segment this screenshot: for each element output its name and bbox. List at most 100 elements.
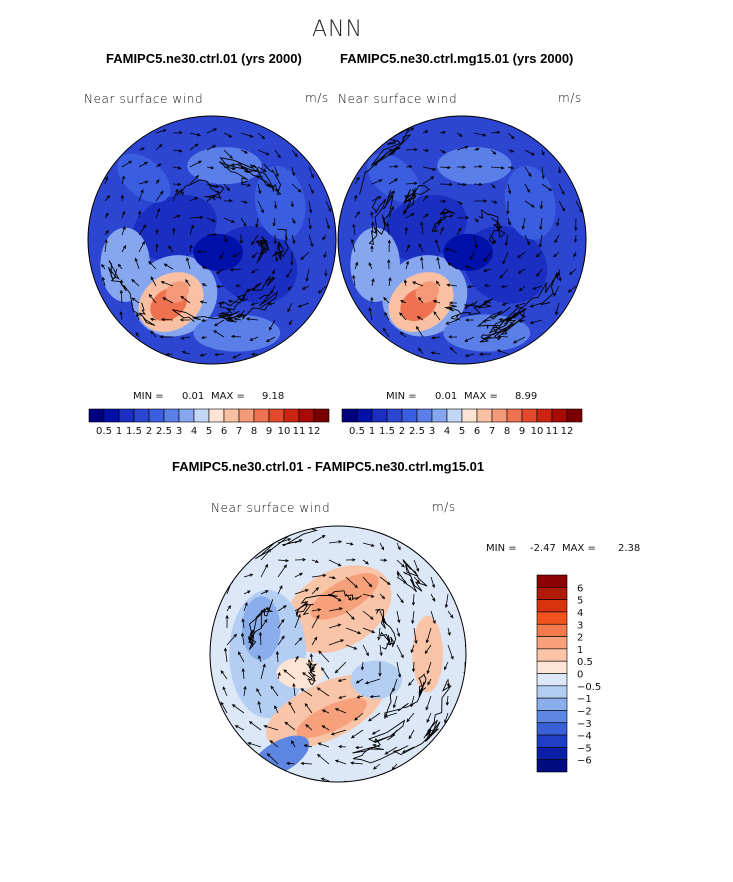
panel1-wind-arrow bbox=[286, 268, 293, 279]
panel2-coastline bbox=[431, 208, 456, 233]
panel2-wind-arrow bbox=[484, 336, 492, 340]
panel2-colorbar-tick-label: 5 bbox=[459, 426, 465, 437]
panel1-wind-arrow bbox=[268, 302, 276, 306]
panel2-wind-arrow bbox=[470, 251, 475, 261]
panel1-wind-arrow bbox=[117, 263, 123, 270]
panel3-wind-arrow bbox=[413, 576, 421, 584]
panel3-wind-arrow bbox=[311, 636, 318, 646]
panel3-colorbar-swatch bbox=[536, 648, 568, 662]
panel3-wind-arrow bbox=[334, 759, 347, 765]
panel1-wind-arrow bbox=[189, 197, 199, 202]
panel1-wind-arrow bbox=[229, 268, 242, 272]
panel3-colorbar-tick-label: −3 bbox=[577, 719, 592, 730]
panel2-wind-arrow bbox=[388, 277, 392, 287]
panel1-wind-arrow bbox=[325, 217, 330, 230]
panel3-wind-arrow bbox=[260, 663, 266, 680]
panel1-wind-arrow bbox=[269, 319, 276, 331]
panel2-wind-arrow bbox=[490, 183, 496, 189]
panel1-colorbar-tick-label: 10 bbox=[278, 426, 291, 437]
panel1-colorbar-swatch bbox=[238, 408, 255, 423]
panel2-colorbar-swatch bbox=[506, 408, 523, 423]
panel3-wind-arrow bbox=[345, 627, 362, 635]
panel3-title: FAMIPC5.ne30.ctrl.01 - FAMIPC5.ne30.ctrl… bbox=[172, 459, 485, 474]
panel3-wind-arrow bbox=[225, 614, 229, 629]
panel1-colorbar-swatch bbox=[313, 408, 330, 423]
panel3-colorbar: 6 543 210.5 0−0.5−1−2 −3−4−5 −6 bbox=[536, 574, 601, 773]
panel1-coastline bbox=[271, 228, 289, 261]
panel2-wind-arrow bbox=[574, 217, 578, 232]
panel3-wind-arrow bbox=[345, 610, 355, 620]
panel1-colorbar-swatch bbox=[253, 408, 270, 423]
panel2-wind-arrow bbox=[473, 132, 487, 137]
panel3-colorbar-swatch bbox=[536, 623, 568, 637]
panel1-wind-arrow bbox=[251, 251, 259, 259]
panel1-contour-patch bbox=[193, 233, 243, 271]
panel3-wind-arrow bbox=[338, 695, 347, 699]
panel2-coastline bbox=[402, 185, 431, 215]
panel1-wind-arrow bbox=[160, 317, 174, 322]
panel2-colorbar-swatch bbox=[386, 408, 403, 423]
panel3-wind-arrow bbox=[294, 637, 303, 646]
panel1-wind-arrow bbox=[216, 268, 225, 274]
panel3-wind-arrow bbox=[277, 558, 290, 563]
panel3-colorbar-swatch bbox=[536, 574, 568, 588]
panel3-wind-vectors bbox=[220, 535, 466, 782]
panel1-wind-arrow bbox=[159, 335, 174, 339]
panel2-wind-arrow bbox=[541, 166, 545, 180]
panel1-wind-arrow bbox=[217, 301, 225, 305]
panel1-wind-arrow bbox=[322, 234, 327, 241]
panel2-wind-arrow bbox=[521, 217, 526, 230]
panel2-wind-arrow bbox=[554, 234, 560, 244]
panel2-colorbar-tick-label: 3 bbox=[429, 426, 435, 437]
panel1-wind-arrow bbox=[101, 263, 106, 270]
panel2-wind-arrow bbox=[439, 182, 453, 187]
panel2-wind-arrow bbox=[464, 353, 475, 357]
panel3-wind-arrow bbox=[362, 644, 369, 657]
panel2-wind-arrow bbox=[473, 182, 483, 186]
panel3-wind-arrow bbox=[241, 667, 245, 680]
panel1-wind-arrow bbox=[104, 195, 111, 202]
panel2-colorbar-tick-label: 6 bbox=[474, 426, 480, 437]
panel2-wind-arrow bbox=[433, 311, 441, 321]
panel2-wind-arrow bbox=[498, 318, 509, 322]
panel1-wind-arrow bbox=[206, 166, 215, 170]
panel1-wind-arrow bbox=[206, 232, 218, 237]
panel2-wind-arrow bbox=[445, 319, 458, 325]
panel2-wind-arrow bbox=[538, 234, 543, 248]
panel2-wind-arrow bbox=[464, 336, 475, 342]
panel2-wind-arrow bbox=[569, 268, 577, 276]
panel3-wind-arrow bbox=[338, 745, 347, 749]
panel1-wind-arrow bbox=[200, 335, 208, 340]
panel3-contour-patch bbox=[350, 660, 402, 699]
panel2-wind-arrow bbox=[404, 226, 408, 236]
panel1-colorbar-swatch bbox=[298, 408, 315, 423]
panel2-min-label: MIN = bbox=[386, 391, 417, 402]
panel1-wind-arrow bbox=[257, 200, 264, 214]
panel2-coastlines bbox=[359, 127, 560, 343]
panel2-wind-arrow bbox=[448, 301, 458, 305]
panel3-wind-arrow bbox=[275, 650, 280, 663]
panel2-wind-arrow bbox=[354, 176, 360, 185]
panel3-wind-arrow bbox=[231, 704, 245, 714]
panel2-wind-arrow bbox=[405, 127, 415, 134]
panel1-wind-arrow bbox=[121, 160, 133, 168]
panel2-wind-arrow bbox=[444, 248, 458, 253]
panel3-wind-arrow bbox=[291, 740, 296, 748]
panel3-wind-arrow bbox=[378, 662, 382, 677]
panel2-wind-arrow bbox=[350, 238, 356, 253]
panel2-wind-arrow bbox=[405, 260, 409, 270]
panel2-wind-arrow bbox=[446, 283, 458, 287]
panel2-coastline bbox=[476, 272, 560, 329]
panel2-wind-arrow bbox=[354, 194, 358, 202]
panel1-wind-arrow bbox=[155, 190, 164, 202]
panel3-colorbar-tick-label: −1 bbox=[577, 694, 592, 705]
panel1-wind-arrow bbox=[290, 200, 294, 208]
panel3-colorbar-swatch bbox=[536, 710, 568, 724]
panel3-wind-arrow bbox=[220, 701, 228, 714]
panel1-wind-arrow bbox=[305, 268, 310, 283]
panel2-wind-arrow bbox=[558, 200, 565, 212]
panel3-wind-arrow bbox=[317, 753, 330, 765]
panel2-wind-arrow bbox=[431, 336, 441, 340]
panel3-wind-arrow bbox=[379, 542, 385, 551]
panel1-wind-arrow bbox=[196, 250, 208, 254]
